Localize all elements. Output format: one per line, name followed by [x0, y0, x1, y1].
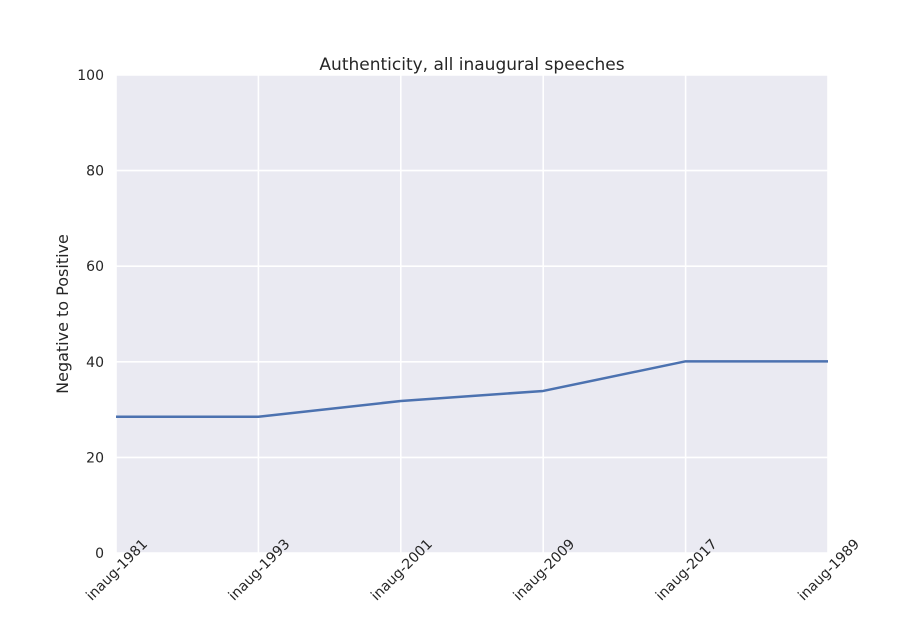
y-tick-label: 60 [86, 259, 104, 275]
y-tick-label: 20 [86, 450, 104, 466]
y-axis-label: Negative to Positive [53, 234, 72, 394]
y-tick-label: 40 [86, 355, 104, 371]
y-tick-labels: 0 20 40 60 80 100 [77, 68, 104, 562]
series-line [116, 360, 828, 419]
plot-area [116, 75, 828, 553]
y-tick-label: 0 [95, 546, 104, 562]
chart-title: Authenticity, all inaugural speeches [319, 55, 624, 75]
grid-lines [115, 74, 829, 554]
y-tick-label: 100 [77, 68, 104, 84]
series-layer [115, 360, 829, 419]
y-tick-label: 80 [86, 164, 104, 180]
